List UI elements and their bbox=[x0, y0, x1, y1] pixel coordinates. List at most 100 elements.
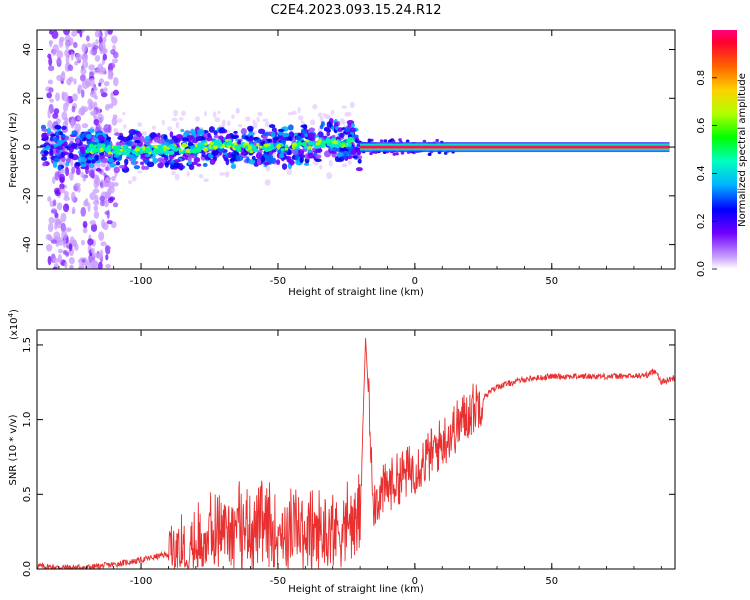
spectrogram-band-blob bbox=[86, 133, 92, 139]
spectrogram-band-blob bbox=[53, 157, 60, 163]
spectrogram-faint-blob bbox=[231, 114, 235, 119]
spectrogram-core-blob bbox=[86, 147, 92, 153]
spectrogram-core-blob bbox=[157, 144, 164, 149]
spectrogram-noise-blob bbox=[49, 98, 54, 103]
spectrogram-band-blob bbox=[303, 162, 310, 166]
spectrogram-core-blob bbox=[88, 144, 94, 148]
spectrogram-band-blob bbox=[163, 134, 168, 140]
spectrogram-noise-blob bbox=[70, 191, 76, 202]
spectrogram-band-blob bbox=[281, 132, 290, 138]
spectrogram-noise-blob bbox=[90, 223, 98, 232]
spectrogram-x-tick-label: 50 bbox=[545, 276, 558, 287]
spectrogram-band-blob bbox=[202, 162, 208, 168]
spectrogram-noise-blob bbox=[91, 252, 99, 258]
spectrogram-noise-blob bbox=[100, 161, 107, 168]
spectrogram-noise-blob bbox=[77, 86, 81, 95]
spectrogram-noise-blob bbox=[111, 175, 116, 182]
spectrogram-core-blob bbox=[127, 148, 132, 152]
spectrogram-faint-blob bbox=[265, 121, 270, 127]
spectrogram-band-blob bbox=[287, 136, 293, 141]
spectrogram-core-blob bbox=[151, 150, 156, 155]
spectrogram-band-blob bbox=[146, 161, 155, 168]
spectrogram-band-blob bbox=[248, 132, 255, 137]
spectrogram-core-blob bbox=[226, 140, 231, 146]
spectrogram-core-blob bbox=[139, 149, 144, 155]
spectrogram-noise-blob bbox=[82, 176, 86, 182]
snr-exponent-close: ) bbox=[9, 309, 20, 313]
spectrogram-band-blob bbox=[307, 132, 316, 139]
spectrogram-faint-blob bbox=[171, 117, 178, 122]
spectrogram-band-blob bbox=[152, 157, 159, 164]
spectrogram-noise-blob bbox=[93, 86, 98, 92]
spectrogram-noise-blob bbox=[87, 103, 93, 111]
spectrogram-noise-blob bbox=[112, 182, 119, 187]
spectrogram-noise-blob bbox=[111, 58, 119, 64]
spectrogram-noise-blob bbox=[55, 219, 63, 229]
spectrogram-noise-blob bbox=[89, 219, 96, 226]
spectrogram-faint-blob bbox=[297, 115, 304, 121]
spectrogram-noise-blob bbox=[81, 123, 89, 129]
spectrogram-noise-blob bbox=[45, 244, 53, 252]
spectrogram-noise-blob bbox=[67, 64, 74, 72]
spectrogram-faint-blob bbox=[257, 111, 263, 117]
spectrogram-band-blob bbox=[288, 124, 294, 131]
spectrogram-noise-blob bbox=[80, 206, 86, 217]
spectrogram-faint-blob bbox=[319, 164, 323, 170]
spectrogram-noise-blob bbox=[66, 78, 72, 86]
spectrogram-band-blob bbox=[68, 152, 74, 159]
spectrogram-band-blob bbox=[52, 136, 59, 143]
spectrogram-x-ticks: -100 -50 0 50 bbox=[58, 30, 662, 287]
colorbar-tick-label: 0.6 bbox=[696, 118, 707, 134]
spectrogram-faint-blob bbox=[161, 119, 165, 126]
spectrogram-core-blob bbox=[112, 145, 118, 150]
snr-series-line bbox=[37, 337, 675, 569]
spectrogram-band-blob bbox=[80, 163, 87, 168]
spectrogram-core-blob bbox=[247, 145, 253, 150]
spectrogram-noise-blob bbox=[89, 90, 97, 98]
spectrogram-noise-blob bbox=[75, 167, 81, 176]
spectrogram-band-blob bbox=[299, 153, 305, 159]
spectrogram-y-ticks: -40 -20 0 20 40 bbox=[22, 43, 675, 253]
spectrogram-band-blob bbox=[255, 152, 263, 160]
spectrogram-transition-blob bbox=[379, 139, 384, 143]
spectrogram-noise-blob bbox=[111, 35, 118, 44]
spectrogram-band-blob bbox=[349, 127, 357, 133]
spectrogram-band-blob bbox=[89, 162, 95, 169]
spectrogram-core-blob bbox=[330, 137, 335, 141]
spectrogram-transition-blob bbox=[435, 138, 439, 143]
spectrogram-noise-blob bbox=[89, 49, 93, 55]
spectrogram-band-blob bbox=[357, 155, 363, 160]
spectrogram-core-blob bbox=[191, 149, 198, 154]
spectrogram-core-blob bbox=[313, 145, 320, 149]
spectrogram-noise-blob bbox=[84, 263, 89, 269]
spectrogram-core-blob bbox=[333, 140, 339, 145]
spectrogram-band-blob bbox=[278, 153, 285, 159]
spectrogram-band-blob bbox=[230, 163, 237, 169]
spectrogram-faint-blob bbox=[219, 172, 225, 176]
colorbar-tick-label: 0.0 bbox=[696, 261, 707, 277]
spectrogram-noise-blob bbox=[78, 262, 85, 269]
spectrogram-core-blob bbox=[162, 145, 167, 150]
spectrogram-transition-blob bbox=[398, 138, 402, 142]
spectrogram-core-blob bbox=[97, 143, 101, 148]
spectrogram-noise-blob bbox=[48, 57, 53, 67]
spectrogram-band-blob bbox=[79, 132, 85, 140]
spectrogram-band-blob bbox=[355, 167, 363, 172]
spectrogram-faint-blob bbox=[256, 116, 260, 123]
spectrogram-band-blob bbox=[247, 125, 254, 132]
snr-x-ticks: -100 -50 0 50 bbox=[58, 330, 662, 587]
spectrogram-noise-blob bbox=[89, 110, 96, 116]
spectrogram-transition-blob bbox=[405, 139, 410, 143]
spectrogram-noise-blob bbox=[61, 230, 68, 239]
spectrogram-band-blob bbox=[181, 137, 190, 142]
spectrogram-band-blob bbox=[173, 137, 179, 144]
spectrogram-band-blob bbox=[244, 135, 249, 140]
spectrogram-noise-blob bbox=[57, 253, 63, 264]
spectrogram-band-blob bbox=[57, 164, 62, 171]
spectrogram-band-blob bbox=[157, 162, 164, 169]
spectrogram-band-blob bbox=[237, 140, 242, 145]
spectrogram-noise-blob bbox=[59, 183, 65, 190]
spectrogram-band-blob bbox=[144, 135, 150, 143]
spectrogram-noise-blob bbox=[65, 39, 70, 50]
spectrogram-band-blob bbox=[85, 159, 92, 164]
